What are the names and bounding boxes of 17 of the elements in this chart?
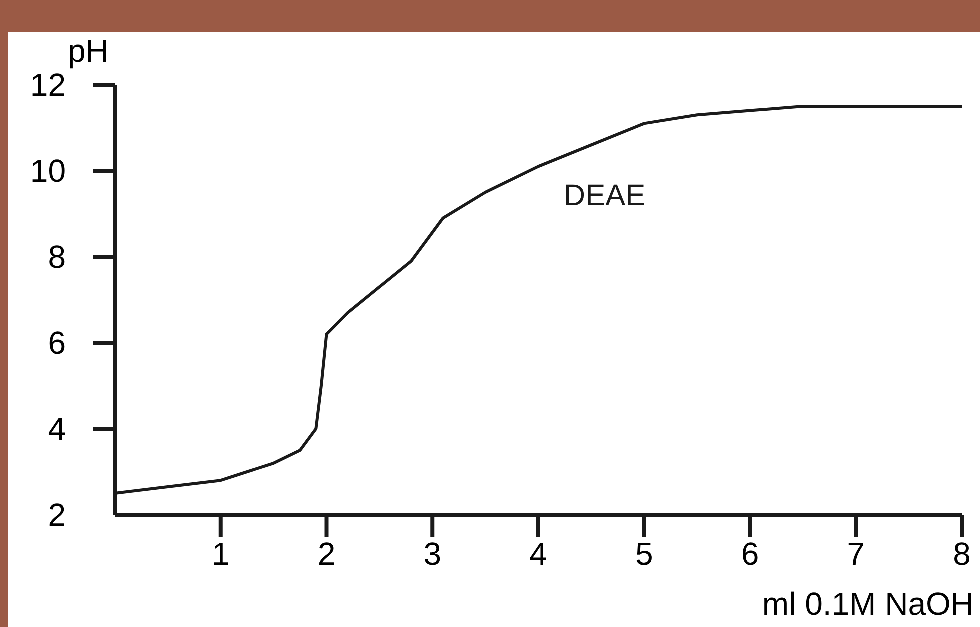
y-tick-label: 8	[48, 239, 66, 276]
x-tick-label: 8	[953, 536, 971, 572]
x-tick-label: 7	[847, 536, 866, 572]
y-tick-label: 6	[48, 325, 66, 362]
y-tick-label: 10	[30, 153, 66, 190]
y-tick-label: 4	[48, 411, 66, 448]
x-tick-label: 4	[530, 536, 548, 572]
x-tick-label: 2	[318, 536, 336, 572]
x-tick-label: 5	[635, 536, 654, 572]
y-tick-label: 2	[48, 497, 66, 534]
x-axis-title: ml 0.1M NaOH	[762, 586, 974, 622]
y-axis-title: pH	[68, 33, 109, 69]
y-tick-label: 12	[30, 67, 66, 104]
x-tick-label: 6	[741, 536, 760, 572]
x-tick-label: 3	[424, 536, 442, 572]
x-tick-label: 1	[212, 536, 230, 572]
series-label: DEAE	[564, 179, 646, 212]
